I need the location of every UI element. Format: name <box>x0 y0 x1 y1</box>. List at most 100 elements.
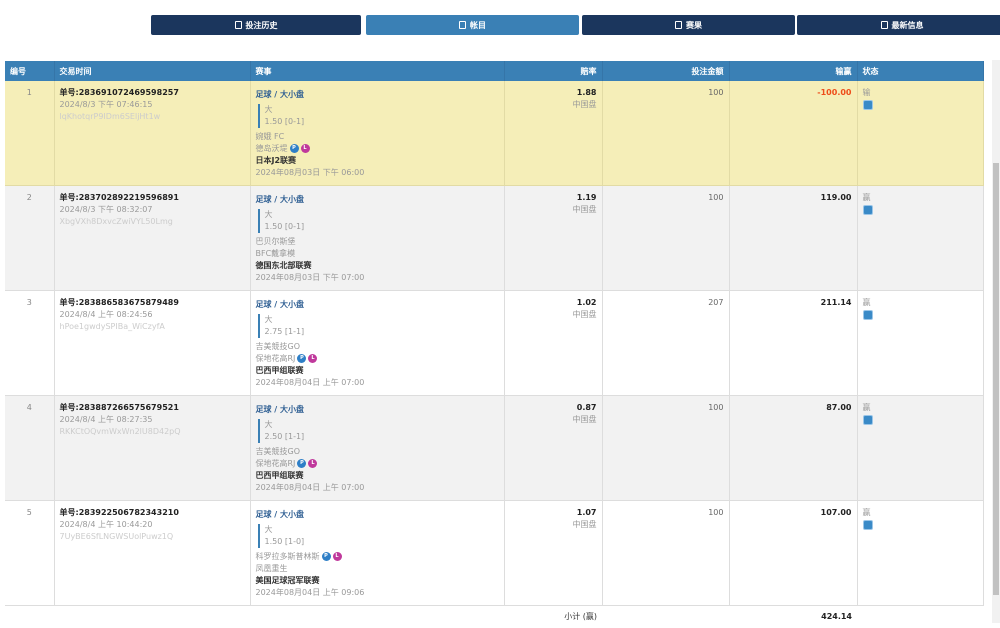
bet-hash: lqKhotqrP9IDm6SEljHt1w <box>60 111 245 123</box>
kickoff-time: 2024年08月04日 上午 07:00 <box>256 377 499 389</box>
col-event: 赛事 <box>250 61 504 81</box>
ticket-number: 单号:283691072469598257 <box>60 87 245 99</box>
league: 德国东北部联赛 <box>256 260 499 272</box>
bet-hash: hPoe1gwdySPIBa_WiCzyfA <box>60 321 245 333</box>
subtotal-row: 小计 (赢) 424.14 <box>5 606 983 628</box>
row-number: 1 <box>5 81 54 186</box>
stake: 207 <box>602 291 729 396</box>
market-type: 中国盘 <box>510 99 597 111</box>
col-stake: 投注金额 <box>602 61 729 81</box>
market-type: 中国盘 <box>510 519 597 531</box>
bet-time: 2024/8/3 下午 07:46:15 <box>60 99 245 111</box>
away-team: 德岛沃堤 <box>256 144 288 153</box>
odds: 1.88 <box>510 87 597 99</box>
row-number: 2 <box>5 186 54 291</box>
l-badge-icon: L <box>301 144 310 153</box>
ticket-number: 单号:283886583675879489 <box>60 297 245 309</box>
receipt-icon[interactable] <box>863 205 873 215</box>
sport-market: 足球 / 大小盘 <box>256 404 499 416</box>
col-odds: 赔率 <box>504 61 602 81</box>
pick: 大 <box>265 104 499 116</box>
receipt-icon[interactable] <box>863 310 873 320</box>
handicap-line: 1.50 [0-1] <box>265 221 499 233</box>
odds: 1.02 <box>510 297 597 309</box>
receipt-icon[interactable] <box>863 100 873 110</box>
ticket-number: 单号:283887266575679521 <box>60 402 245 414</box>
nav-button-0[interactable]: 投注历史 <box>151 15 361 35</box>
status: 赢 <box>863 507 978 519</box>
status: 赢 <box>863 402 978 414</box>
sport-market: 足球 / 大小盘 <box>256 509 499 521</box>
col-no: 编号 <box>5 61 54 81</box>
home-team: 婉娥 FC <box>256 132 285 141</box>
sport-market: 足球 / 大小盘 <box>256 194 499 206</box>
home-team: 科罗拉多斯普林斯 <box>256 552 320 561</box>
col-status: 状态 <box>857 61 983 81</box>
row-number: 4 <box>5 396 54 501</box>
nav-button-1[interactable]: 帐目 <box>366 15 579 35</box>
pick: 大 <box>265 419 499 431</box>
ticket-number: 单号:283922506782343210 <box>60 507 245 519</box>
row-number: 5 <box>5 501 54 606</box>
l-badge-icon: L <box>308 354 317 363</box>
subtotal-label: 小计 (赢) <box>504 606 602 628</box>
nav-label: 赛果 <box>686 20 702 31</box>
pick: 大 <box>265 209 499 221</box>
win-loss: 107.00 <box>821 508 852 517</box>
odds: 0.87 <box>510 402 597 414</box>
bet-history-table: 编号 交易时间 赛事 赔率 投注金额 输赢 状态 1 单号:2836910724… <box>5 61 984 628</box>
win-loss: 87.00 <box>826 403 851 412</box>
bet-time: 2024/8/3 下午 08:32:07 <box>60 204 245 216</box>
row-number: 3 <box>5 291 54 396</box>
l-badge-icon: L <box>308 459 317 468</box>
status: 赢 <box>863 192 978 204</box>
nav-button-3[interactable]: 最新信息 <box>797 15 1000 35</box>
receipt-icon[interactable] <box>863 415 873 425</box>
win-loss: -100.00 <box>817 88 851 97</box>
receipt-icon[interactable] <box>863 520 873 530</box>
home-team: 巴贝尔斯堡 <box>256 237 296 246</box>
mail-icon <box>881 21 888 29</box>
table-header: 编号 交易时间 赛事 赔率 投注金额 输赢 状态 <box>5 61 983 81</box>
away-team: 凤凰重生 <box>256 564 288 573</box>
market-type: 中国盘 <box>510 204 597 216</box>
scrollbar-thumb[interactable] <box>993 163 999 595</box>
subtotal-value: 424.14 <box>729 606 857 628</box>
trophy-icon <box>675 21 682 29</box>
stake: 100 <box>602 81 729 186</box>
scrollbar[interactable] <box>992 60 1000 623</box>
kickoff-time: 2024年08月04日 上午 09:06 <box>256 587 499 599</box>
away-team: 保地花高RJ <box>256 459 296 468</box>
stake: 100 <box>602 396 729 501</box>
col-time: 交易时间 <box>54 61 250 81</box>
pick: 大 <box>265 524 499 536</box>
pick: 大 <box>265 314 499 326</box>
league: 日本J2联赛 <box>256 155 499 167</box>
odds: 1.19 <box>510 192 597 204</box>
handicap-line: 1.50 [1-0] <box>265 536 499 548</box>
market-type: 中国盘 <box>510 309 597 321</box>
status: 输 <box>863 87 978 99</box>
handicap-line: 2.50 [1-1] <box>265 431 499 443</box>
document-icon <box>459 21 466 29</box>
l-badge-icon: L <box>333 552 342 561</box>
home-team: 吉美競技GO <box>256 342 301 351</box>
bet-hash: XbgVXh8DxvcZwiVYL50Lmg <box>60 216 245 228</box>
bet-time: 2024/8/4 上午 08:27:35 <box>60 414 245 426</box>
bet-time: 2024/8/4 上午 08:24:56 <box>60 309 245 321</box>
handicap-line: 1.50 [0-1] <box>265 116 499 128</box>
bet-hash: 7UyBE6SfLNGWSUolPuwz1Q <box>60 531 245 543</box>
nav-button-2[interactable]: 赛果 <box>582 15 795 35</box>
league: 美国足球冠军联赛 <box>256 575 499 587</box>
market-type: 中国盘 <box>510 414 597 426</box>
bet-time: 2024/8/4 上午 10:44:20 <box>60 519 245 531</box>
